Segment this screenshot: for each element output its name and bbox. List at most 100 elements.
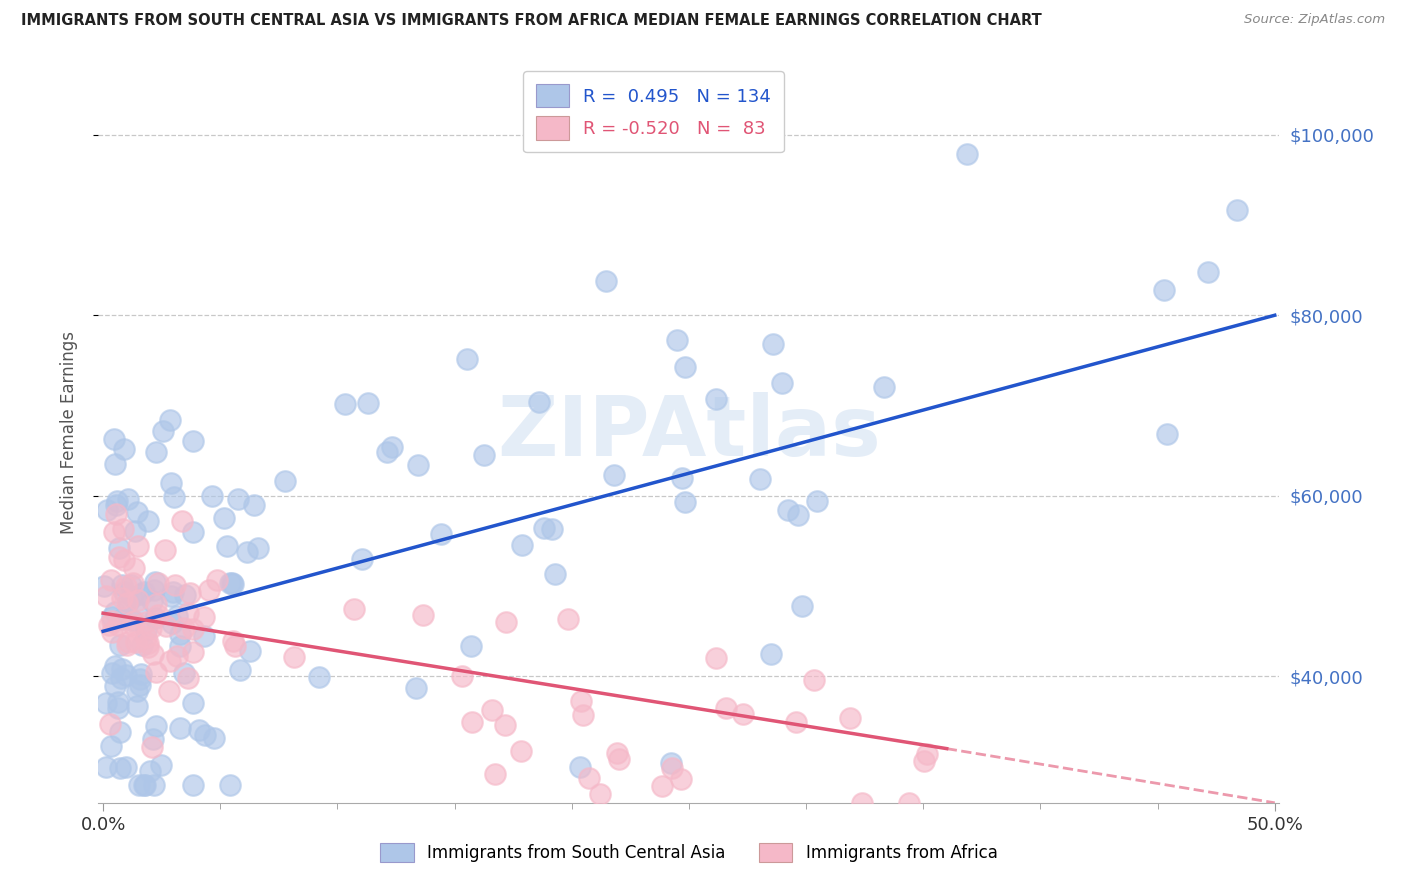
Point: [1153, 283, 1175, 297]
Point: [117, 635, 139, 649]
Point: [145, 445, 167, 459]
Point: [162, 584, 184, 599]
Point: [222, 634, 245, 648]
Point: [405, 681, 427, 696]
Point: [578, 771, 600, 785]
Point: [111, 612, 134, 626]
Point: [129, 678, 152, 692]
Point: [125, 698, 148, 713]
Point: [115, 638, 138, 652]
Point: [145, 574, 167, 589]
Point: [112, 522, 135, 536]
Point: [134, 584, 156, 599]
Point: [122, 614, 145, 628]
Point: [141, 740, 163, 755]
Point: [135, 615, 157, 629]
Point: [181, 645, 204, 659]
Point: [145, 597, 167, 611]
Point: [839, 710, 862, 724]
Point: [138, 514, 160, 528]
Point: [1197, 265, 1219, 279]
Point: [121, 590, 143, 604]
Point: [129, 587, 152, 601]
Point: [115, 760, 138, 774]
Point: [174, 588, 197, 602]
Point: [226, 491, 249, 506]
Point: [333, 397, 356, 411]
Point: [956, 147, 979, 161]
Point: [127, 604, 149, 618]
Point: [481, 703, 503, 717]
Point: [129, 672, 152, 686]
Point: [569, 694, 592, 708]
Point: [159, 654, 181, 668]
Point: [733, 706, 755, 721]
Point: [93, 578, 115, 592]
Point: [112, 585, 135, 599]
Point: [671, 471, 693, 485]
Point: [131, 638, 153, 652]
Point: [412, 607, 434, 622]
Point: [94, 759, 117, 773]
Point: [107, 618, 129, 632]
Point: [114, 667, 136, 681]
Point: [135, 624, 157, 638]
Point: [146, 607, 169, 622]
Point: [143, 583, 166, 598]
Point: [461, 714, 484, 729]
Point: [350, 552, 373, 566]
Point: [100, 739, 122, 754]
Point: [214, 511, 236, 525]
Point: [169, 627, 191, 641]
Point: [221, 576, 243, 591]
Point: [308, 670, 330, 684]
Point: [159, 413, 181, 427]
Point: [673, 359, 696, 374]
Point: [155, 619, 177, 633]
Point: [215, 539, 238, 553]
Point: [205, 574, 228, 588]
Point: [141, 593, 163, 607]
Point: [1156, 426, 1178, 441]
Point: [127, 592, 149, 607]
Point: [142, 778, 165, 792]
Point: [108, 541, 131, 555]
Point: [748, 472, 770, 486]
Point: [283, 649, 305, 664]
Point: [512, 538, 534, 552]
Point: [173, 666, 195, 681]
Point: [669, 772, 692, 786]
Point: [661, 761, 683, 775]
Point: [544, 567, 567, 582]
Point: [169, 639, 191, 653]
Point: [235, 544, 257, 558]
Point: [104, 658, 127, 673]
Point: [460, 639, 482, 653]
Point: [790, 599, 813, 613]
Point: [112, 442, 135, 457]
Point: [160, 616, 183, 631]
Point: [569, 760, 592, 774]
Point: [160, 475, 183, 490]
Point: [124, 524, 146, 538]
Point: [343, 602, 366, 616]
Point: [108, 549, 131, 564]
Point: [803, 673, 825, 687]
Point: [170, 514, 193, 528]
Point: [153, 543, 176, 558]
Point: [193, 629, 215, 643]
Point: [159, 590, 181, 604]
Point: [166, 608, 188, 623]
Point: [484, 767, 506, 781]
Point: [150, 758, 173, 772]
Point: [786, 508, 808, 523]
Point: [714, 700, 737, 714]
Point: [122, 561, 145, 575]
Text: IMMIGRANTS FROM SOUTH CENTRAL ASIA VS IMMIGRANTS FROM AFRICA MEDIAN FEMALE EARNI: IMMIGRANTS FROM SOUTH CENTRAL ASIA VS IM…: [21, 13, 1042, 29]
Point: [202, 731, 225, 745]
Point: [606, 746, 628, 760]
Point: [127, 505, 149, 519]
Point: [181, 778, 204, 792]
Point: [121, 618, 143, 632]
Point: [108, 724, 131, 739]
